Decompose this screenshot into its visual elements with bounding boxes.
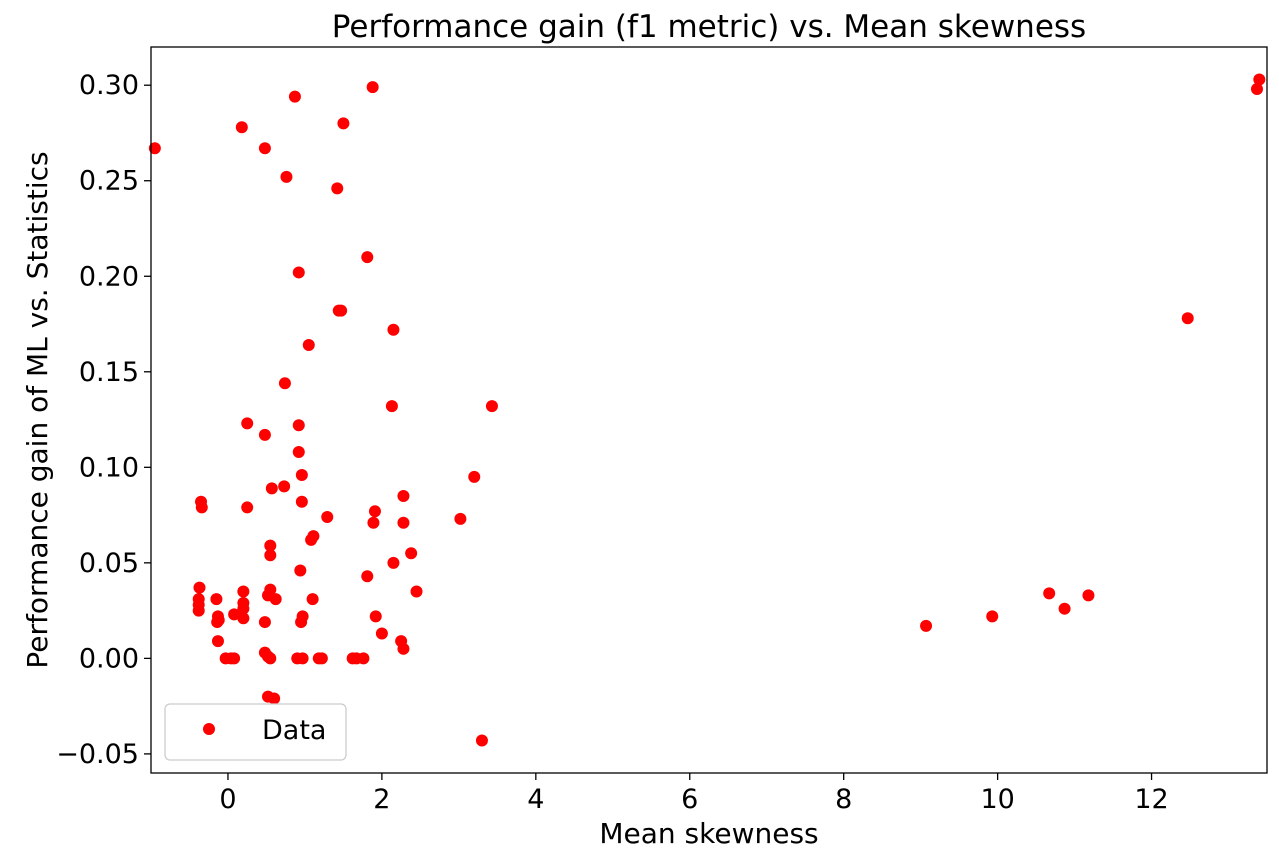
data-point [397,642,410,655]
data-point [305,533,318,546]
data-point [278,480,291,493]
data-point [265,482,278,495]
data-point [337,117,350,130]
data-point [258,616,271,629]
legend-label: Data [262,715,326,746]
data-point [193,581,206,594]
data-point [1181,312,1194,325]
data-point [369,610,382,623]
data-point [1253,73,1266,86]
data-point [1250,83,1263,96]
data-point [269,593,282,606]
y-tick-label: 0.05 [79,548,139,579]
data-point [292,446,305,459]
x-tick-label: 4 [527,784,544,815]
data-point [264,539,277,552]
legend-box [164,703,347,761]
data-point [295,616,308,629]
legend: Data [164,703,347,761]
data-point [241,501,254,514]
data-point [210,593,223,606]
data-point [148,142,161,155]
data-point [315,652,328,665]
data-point [292,266,305,279]
data-points [148,73,1266,747]
y-tick-label: 0.25 [79,166,139,197]
chart-title: Performance gain (f1 metric) vs. Mean sk… [332,9,1086,45]
data-point [335,304,348,317]
data-point [361,570,374,583]
data-point [228,608,241,621]
y-axis-label: Performance gain of ML vs. Statistics [21,151,54,668]
data-point [295,468,308,481]
data-point [385,400,398,413]
data-point [920,619,933,632]
y-axis-ticks: −0.05 0.00 0.05 0.10 0.15 0.20 0.25 0.30 [56,70,151,770]
x-axis-ticks: 0 2 4 6 8 10 12 [219,773,1169,815]
data-point [235,121,248,134]
data-point [361,251,374,264]
y-tick-label: −0.05 [56,739,139,770]
data-point [368,505,381,518]
data-point [278,377,291,390]
x-tick-label: 6 [681,784,698,815]
legend-marker [203,723,215,735]
data-point [387,323,400,336]
data-point [237,612,250,625]
data-point [468,470,481,483]
data-point [986,610,999,623]
data-point [264,549,277,562]
data-point [387,556,400,569]
data-point [211,635,224,648]
x-tick-label: 12 [1134,784,1168,815]
x-tick-label: 10 [980,784,1014,815]
y-tick-label: 0.30 [79,70,139,101]
data-point [212,614,225,627]
data-point [258,428,271,441]
data-point [288,90,301,103]
y-tick-label: 0.00 [79,643,139,674]
data-point [357,652,370,665]
data-point [302,339,315,352]
data-point [454,512,467,525]
data-point [195,501,208,514]
data-point [367,516,380,529]
data-point [258,142,271,155]
data-point [410,585,423,598]
data-point [1082,589,1095,602]
y-tick-label: 0.10 [79,452,139,483]
data-point [241,417,254,430]
data-point [1043,587,1056,600]
x-axis-label: Mean skewness [599,817,818,850]
data-point [397,516,410,529]
data-point [295,495,308,508]
data-point [331,182,344,195]
data-point [228,652,241,665]
data-point [306,593,319,606]
data-point [366,81,379,94]
x-tick-label: 8 [835,784,852,815]
data-point [405,547,418,560]
x-tick-label: 0 [219,784,236,815]
data-point [292,419,305,432]
data-point [296,652,309,665]
data-point [1058,602,1071,615]
data-point [294,564,307,577]
data-point [237,602,250,615]
y-tick-label: 0.20 [79,261,139,292]
data-point [397,489,410,502]
plot-frame [150,46,1268,774]
data-point [280,170,293,183]
data-point [321,510,334,523]
data-point [192,604,205,617]
data-point [375,627,388,640]
data-point [237,585,250,598]
data-point [268,692,281,705]
x-tick-label: 2 [373,784,390,815]
data-point [264,652,277,665]
data-point [475,734,488,747]
data-point [485,400,498,413]
y-tick-label: 0.15 [79,357,139,388]
